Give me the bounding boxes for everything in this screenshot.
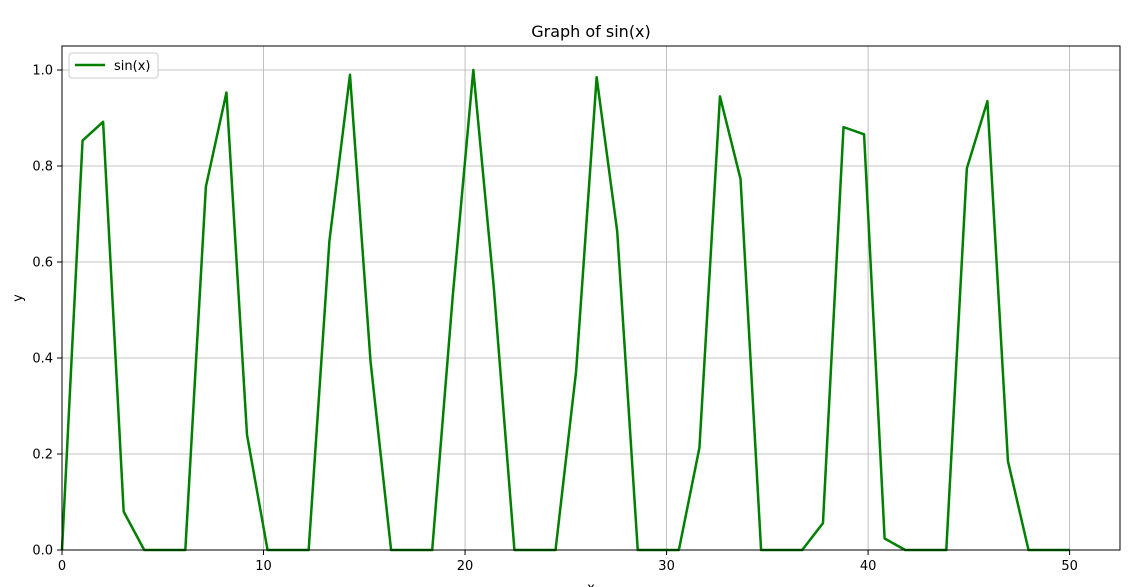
- y-tick-label: 0.6: [32, 256, 53, 271]
- y-axis-label: y: [11, 294, 26, 302]
- legend-box: [68, 52, 159, 79]
- x-tick-label: 10: [255, 559, 272, 574]
- legend: sin(x): [68, 52, 159, 79]
- y-tick-label: 0.4: [32, 352, 53, 367]
- x-axis-label: x: [587, 581, 595, 587]
- x-tick-label: 0: [58, 559, 66, 574]
- y-tick-label: 0.0: [32, 544, 53, 559]
- y-tick-label: 0.8: [32, 160, 53, 175]
- legend-label: sin(x): [114, 59, 150, 74]
- plot-frame: [61, 45, 1121, 551]
- x-tick-label: 50: [1061, 559, 1078, 574]
- x-tick-label: 30: [658, 559, 675, 574]
- series-layer: [60, 68, 1070, 552]
- series-line: [60, 68, 1070, 552]
- axis-ticks: 0 10 20 30 40 50 0.0 0.2 0.4 0.6 0.8 1.0: [32, 64, 1078, 575]
- chart-title: Graph of sin(x): [531, 22, 651, 41]
- y-tick-label: 1.0: [32, 64, 53, 79]
- x-tick-label: 40: [860, 559, 877, 574]
- x-tick-label: 20: [457, 559, 474, 574]
- y-tick-label: 0.2: [32, 448, 53, 463]
